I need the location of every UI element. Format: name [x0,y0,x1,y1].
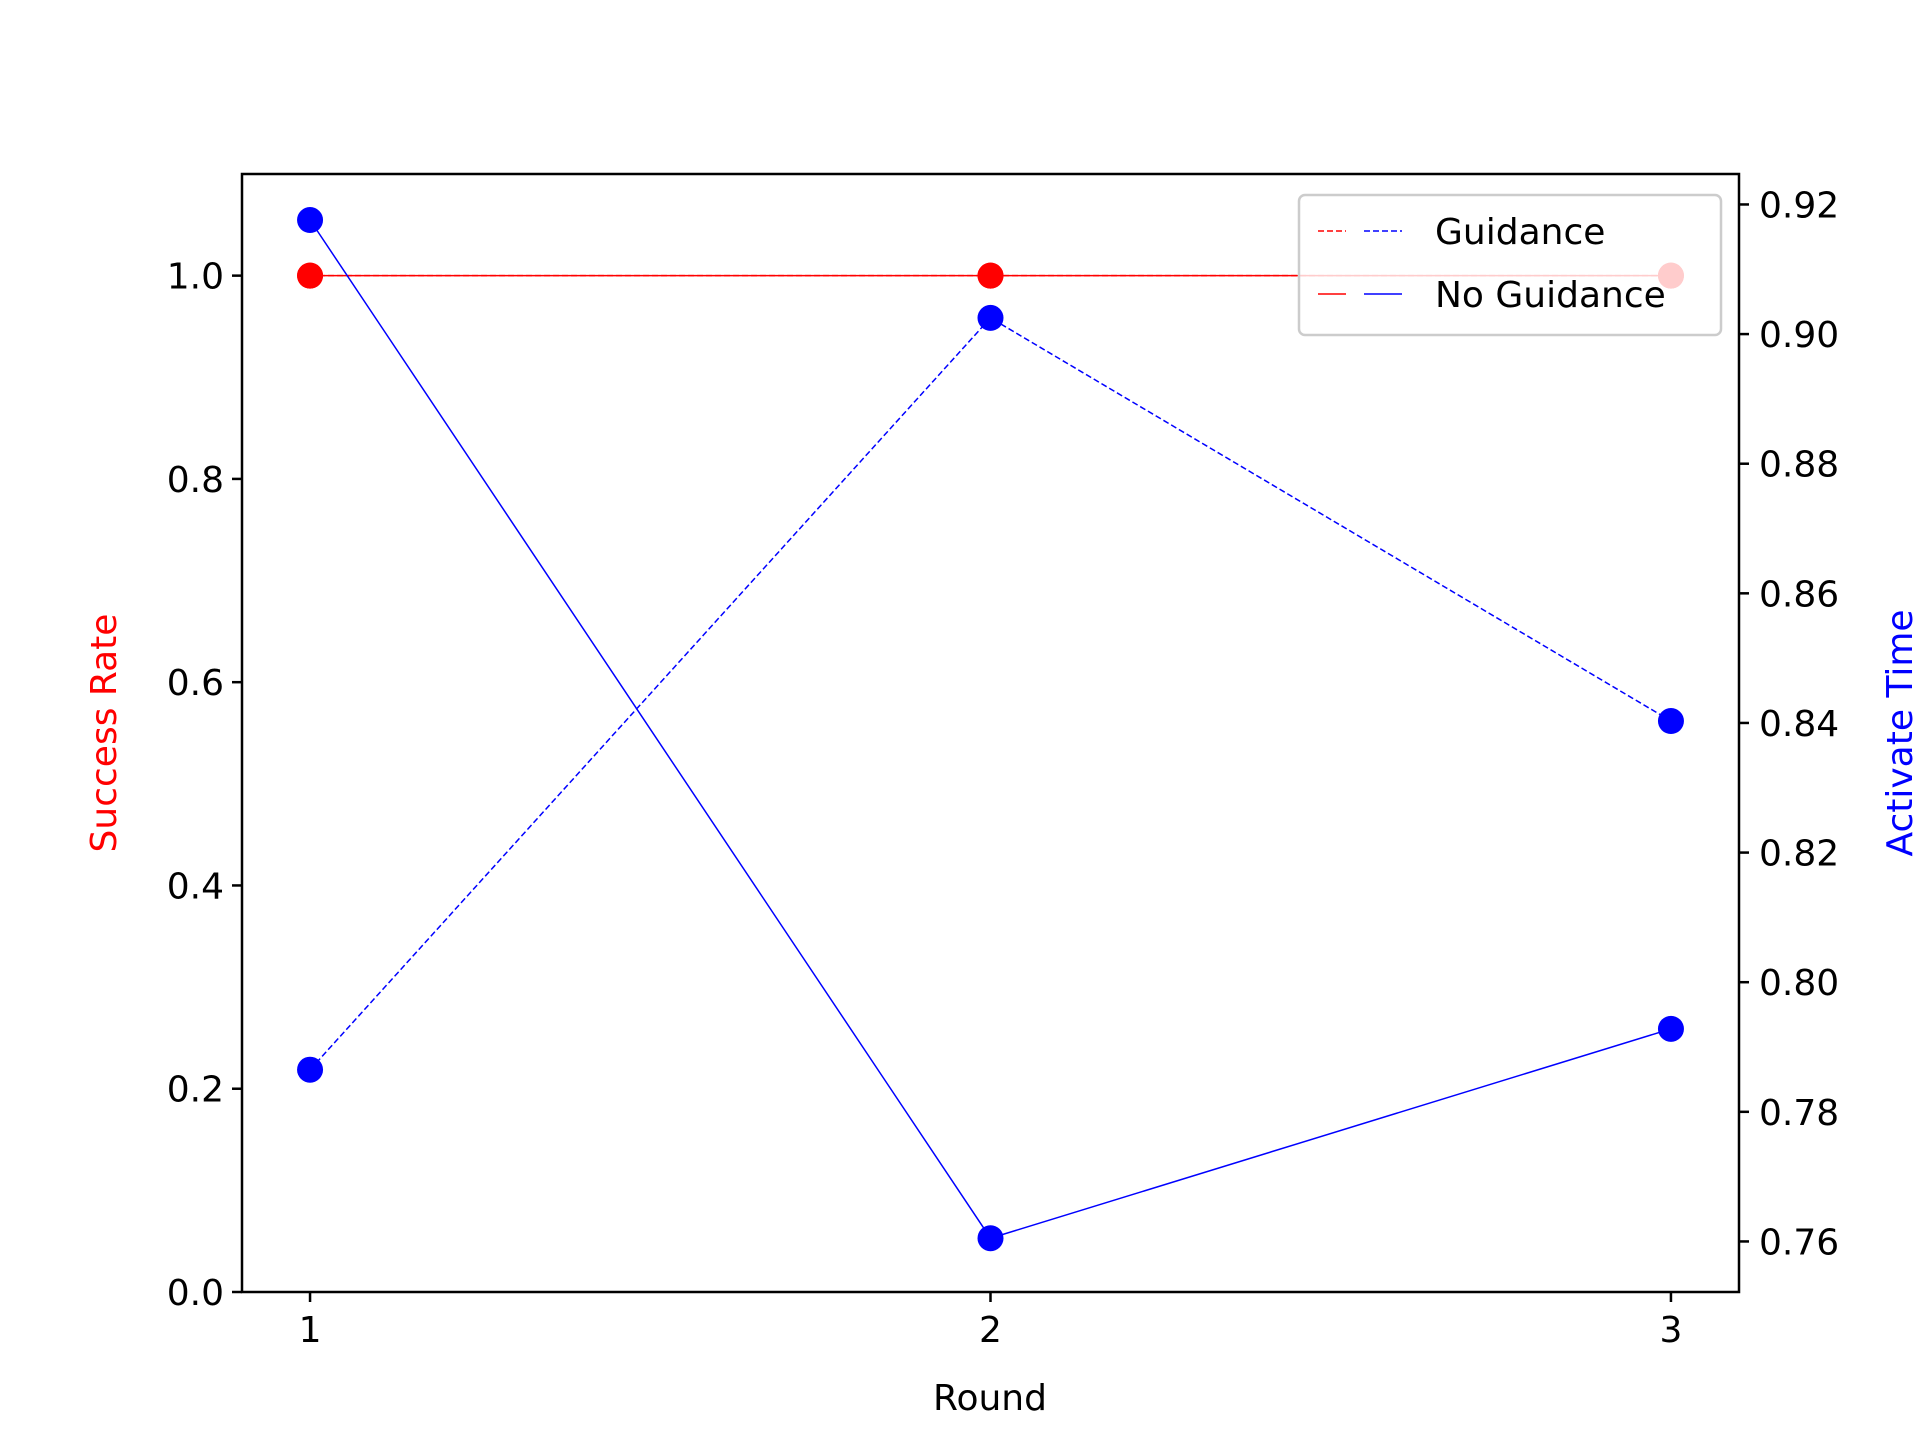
data-point-no-guidance-activate-time [297,207,324,234]
right-tick-label: 0.76 [1759,1222,1839,1263]
data-point-no-guidance-activate-time [977,1225,1004,1252]
x-tick-label: 1 [299,1310,322,1351]
series-line-guidance-activate-time [309,316,1672,1071]
data-point-guidance-activate-time [297,1056,324,1083]
right-tick-label: 0.92 [1759,185,1839,226]
legend-label-no-guidance: No Guidance [1435,275,1666,316]
left-tick-label: 0.8 [167,460,224,501]
right-axis: 0.76 0.78 0.80 0.82 0.84 0.86 0.88 0.90 0.92 [1739,185,1839,1263]
plot-area [242,174,1739,1292]
legend-box [1297,193,1723,337]
right-tick-label: 0.88 [1759,445,1839,486]
left-tick-label: 0.0 [167,1273,224,1314]
x-axis-label: Round [933,1378,1047,1419]
y-axis-left-label: Success Rate [84,614,125,853]
data-point-guidance-activate-time [977,304,1004,331]
left-tick-label: 0.4 [167,866,224,907]
plot-frame [240,172,1741,1294]
left-axis: 0.0 0.2 0.4 0.6 0.8 1.0 [167,257,242,1314]
right-tick-label: 0.90 [1759,315,1839,356]
right-tick-label: 0.86 [1759,574,1839,615]
data-point-guidance-activate-time [1657,708,1684,735]
data-point-no-guidance-activate-time [1657,1015,1684,1042]
right-tick-label: 0.82 [1759,834,1839,875]
data-point-no-guidance-success-rate [977,262,1004,289]
x-tick-label: 2 [979,1310,1002,1351]
x-tick-label: 3 [1660,1310,1683,1351]
right-tick-label: 0.78 [1759,1093,1839,1134]
x-axis: 1 2 3 [299,1292,1683,1351]
left-tick-label: 0.2 [167,1070,224,1111]
legend: Guidance No Guidance [1297,193,1723,337]
left-tick-label: 0.6 [167,663,224,704]
data-point-no-guidance-success-rate [297,262,324,289]
legend-label-guidance: Guidance [1435,212,1605,253]
right-tick-label: 0.84 [1759,704,1839,745]
right-tick-label: 0.80 [1759,963,1839,1004]
y-axis-right-label: Activate Time [1880,609,1920,856]
left-tick-label: 1.0 [167,257,224,298]
